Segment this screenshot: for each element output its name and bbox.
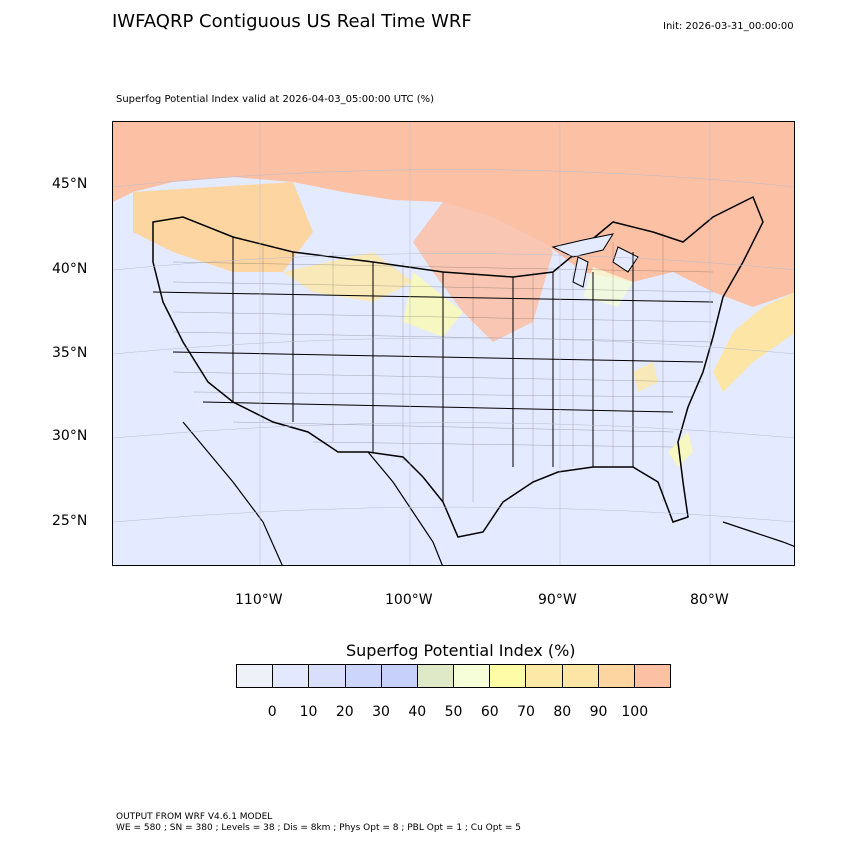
high-index-region-northwest bbox=[133, 182, 313, 272]
colorbar-cell bbox=[345, 665, 382, 687]
colorbar-cell bbox=[417, 665, 455, 687]
colorbar-tick-label: 40 bbox=[408, 704, 427, 720]
us-outline bbox=[152, 195, 764, 538]
colorbar-tick-label: 100 bbox=[621, 704, 649, 720]
colorbar-tick-label: 30 bbox=[372, 704, 390, 720]
colorbar-cell bbox=[490, 665, 527, 687]
gulf-coast-mexico bbox=[367, 451, 443, 565]
lon-label-100w: 100°W bbox=[385, 592, 433, 608]
mexico-coast bbox=[182, 421, 283, 565]
colorbar-tick-label: 60 bbox=[480, 704, 499, 720]
map-panel bbox=[112, 121, 795, 566]
map-canvas bbox=[113, 122, 794, 565]
cuba-outline bbox=[722, 521, 794, 547]
colorbar-tick-label: 70 bbox=[517, 704, 535, 720]
county-boundaries bbox=[172, 232, 714, 502]
colorbar-cell bbox=[598, 665, 635, 687]
colorbar-cell bbox=[309, 665, 346, 687]
colorbar-title: Superfog Potential Index (%) bbox=[346, 641, 576, 660]
colorbar-cell bbox=[454, 665, 491, 687]
lake-michigan bbox=[572, 256, 589, 288]
colorbar-cell bbox=[526, 665, 563, 687]
lon-label-90w: 90°W bbox=[538, 592, 577, 608]
transition-region-rockies bbox=[283, 252, 413, 302]
colorbar-tick-label: 50 bbox=[444, 704, 463, 720]
high-index-region-east-coast bbox=[713, 292, 794, 392]
colorbar-cell bbox=[381, 665, 418, 687]
colorbar bbox=[236, 664, 671, 688]
lat-label-45n: 45°N bbox=[52, 176, 88, 192]
colorbar-tick-label: 20 bbox=[335, 704, 354, 720]
colorbar-cell bbox=[237, 665, 274, 687]
lon-label-110w: 110°W bbox=[235, 592, 283, 608]
transition-region-lakes bbox=[583, 267, 633, 307]
lat-label-25n: 25°N bbox=[52, 513, 88, 529]
lat-label-40n: 40°N bbox=[52, 261, 88, 277]
colorbar-tick-label: 80 bbox=[553, 704, 572, 720]
state-boundaries bbox=[152, 237, 714, 502]
lon-label-80w: 80°W bbox=[690, 592, 729, 608]
graticule bbox=[113, 122, 794, 565]
colorbar-tick-label: 90 bbox=[589, 704, 608, 720]
footer-model-info: OUTPUT FROM WRF V4.6.1 MODEL bbox=[116, 812, 273, 822]
transition-region-southeast bbox=[668, 432, 693, 467]
figure-title: IWFAQRP Contiguous US Real Time WRF bbox=[112, 11, 472, 32]
footer-config-info: WE = 580 ; SN = 380 ; Levels = 38 ; Dis … bbox=[116, 823, 521, 833]
colorbar-cell bbox=[634, 665, 671, 687]
init-time: Init: 2026-03-31_00:00:00 bbox=[663, 21, 794, 32]
transition-region-plains bbox=[403, 272, 463, 337]
lat-label-30n: 30°N bbox=[52, 428, 88, 444]
transition-region-appalachia bbox=[633, 362, 658, 392]
lat-label-35n: 35°N bbox=[52, 345, 88, 361]
colorbar-cell bbox=[273, 665, 310, 687]
high-index-region-midwest bbox=[413, 202, 553, 342]
plot-subtitle: Superfog Potential Index valid at 2026-0… bbox=[116, 94, 435, 105]
colorbar-tick-label: 0 bbox=[267, 704, 277, 720]
colorbar-tick-label: 10 bbox=[299, 704, 318, 720]
colorbar-cell bbox=[562, 665, 599, 687]
